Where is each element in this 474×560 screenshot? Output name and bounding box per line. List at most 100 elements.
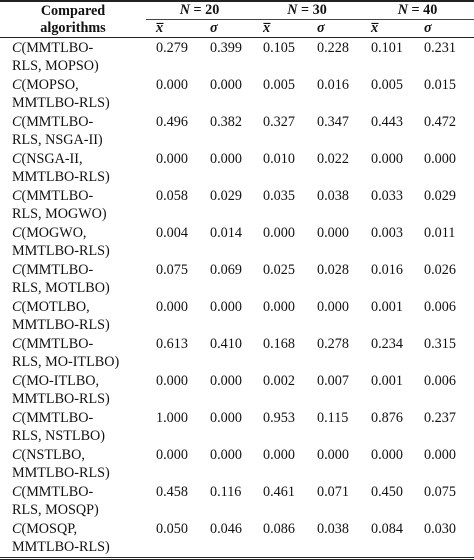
sigma-value-cell: 0.038 <box>307 519 361 560</box>
table-row: C(MMTLBO- RLS, MOSQP) 0.458 0.116 0.461 0.071… <box>0 482 474 519</box>
algorithm-pair-line2: RLS, MOPSO) <box>12 57 99 74</box>
sigma-value-cell: 0.000 <box>317 225 349 241</box>
algorithm-pair-cell: C(MMTLBO- RLS, MOGWO) <box>0 186 146 223</box>
table-row: C(MMTLBO- RLS, MOPSO) 0.279 0.399 0.105 0.228… <box>0 38 474 76</box>
mean-value-cell: 0.000 <box>263 299 295 315</box>
algorithm-pair-cell: C(MMTLBO- RLS, MOSQP) <box>0 482 146 519</box>
n-value: = 40 <box>407 2 438 18</box>
mean-value-cell: 0.000 <box>263 447 295 463</box>
coverage-metric-label: C <box>12 410 22 426</box>
table-row: C(MOPSO, MMTLBO-RLS) 0.000 0.000 0.005 0.016 0… <box>0 75 474 112</box>
algorithm-pair-cell: C(MMTLBO- RLS, MO-ITLBO) <box>0 334 146 371</box>
sigma-value-cell: 0.115 <box>317 410 349 426</box>
mean-value-cell: 0.000 <box>156 77 188 93</box>
sigma-value-cell: 0.000 <box>424 447 456 463</box>
table-row: C(MMTLBO- RLS, MO-ITLBO) 0.613 0.410 0.168 0.… <box>0 334 474 371</box>
mean-value-cell: 0.010 <box>263 151 295 167</box>
sigma-header: σ <box>414 19 474 38</box>
table-row: C(NSGA-II, MMTLBO-RLS) 0.000 0.000 0.010 0.02… <box>0 149 474 186</box>
group-header-n30: N = 30 <box>253 0 361 20</box>
coverage-metric-label: C <box>12 77 22 93</box>
algorithm-pair-cell: C(MOTLBO, MMTLBO-RLS) <box>0 297 146 334</box>
coverage-metric-label: C <box>12 299 22 315</box>
algorithm-pair-cell: C(MO-ITLBO, MMTLBO-RLS) <box>0 371 146 408</box>
n-variable: N <box>287 2 298 18</box>
mean-value-cell: 0.005 <box>263 77 295 93</box>
algorithm-pair-line2: MMTLBO-RLS) <box>12 168 110 185</box>
sigma-value-cell: 0.000 <box>210 77 242 93</box>
mean-value-cell: 0.086 <box>253 519 307 560</box>
algorithm-pair-cell: C(MMTLBO- RLS, NSTLBO) <box>0 408 146 445</box>
algorithm-pair-line2: MMTLBO-RLS) <box>12 390 110 407</box>
algorithm-pair-cell: C(MMTLBO- RLS, NSGA-II) <box>0 112 146 149</box>
sigma-value-cell: 0.038 <box>317 188 349 204</box>
sigma-value-cell: 0.278 <box>317 336 349 352</box>
mean-value-cell: 0.001 <box>371 373 403 389</box>
mean-value-cell: 0.168 <box>263 336 295 352</box>
table-row: C(MMTLBO- RLS, MOGWO) 0.058 0.029 0.035 0.038… <box>0 186 474 223</box>
sigma-value-cell: 0.000 <box>317 447 349 463</box>
mean-value-cell: 1.000 <box>156 410 188 426</box>
mean-value-cell: 0.002 <box>263 373 295 389</box>
table-row: C(MMTLBO- RLS, MOTLBO) 0.075 0.069 0.025 0.02… <box>0 260 474 297</box>
coverage-metric-label: C <box>12 447 22 463</box>
sigma-value-cell: 0.410 <box>210 336 242 352</box>
mean-value-cell: 0.000 <box>156 151 188 167</box>
algorithm-pair-cell: C(MMTLBO- RLS, MOPSO) <box>0 38 146 76</box>
algorithm-pair-line2: RLS, MO-ITLBO) <box>12 353 120 370</box>
mean-value-cell: 0.450 <box>371 484 403 500</box>
sigma-value-cell: 0.472 <box>424 114 456 130</box>
algorithm-pair-line2: RLS, MOGWO) <box>12 205 107 222</box>
algorithm-pair-line1: (MOGWO, <box>21 225 87 241</box>
mean-value-cell: 0.075 <box>156 262 188 278</box>
sigma-value-cell: 0.000 <box>210 151 242 167</box>
sigma-value-cell: 0.231 <box>424 40 456 56</box>
table-row: C(MOGWO, MMTLBO-RLS) 0.004 0.014 0.000 0.000 0… <box>0 223 474 260</box>
mean-value-cell: 0.000 <box>371 447 403 463</box>
algorithm-pair-line1: (MOTLBO, <box>21 299 90 315</box>
sigma-value-cell: 0.016 <box>317 77 349 93</box>
sigma-value-cell: 0.014 <box>210 225 242 241</box>
mean-value-cell: 0.050 <box>146 519 200 560</box>
mean-value-cell: 0.279 <box>156 40 188 56</box>
sigma-value-cell: 0.315 <box>424 336 456 352</box>
algorithm-pair-cell: C(NSTLBO, MMTLBO-RLS) <box>0 445 146 482</box>
sigma-value-cell: 0.006 <box>424 299 456 315</box>
mean-header: x̅ <box>253 19 307 38</box>
mean-value-cell: 0.000 <box>371 151 403 167</box>
table-header: Compared algorithms N = 20 N = 30 N = 40… <box>0 0 474 38</box>
algorithm-pair-line1: (MOSQP, <box>21 521 78 537</box>
sigma-value-cell: 0.006 <box>424 373 456 389</box>
algorithm-pair-line2: RLS, MOTLBO) <box>12 279 110 296</box>
table-row: C(MMTLBO- RLS, NSTLBO) 1.000 0.000 0.953 0.11… <box>0 408 474 445</box>
mean-value-cell: 0.876 <box>371 410 403 426</box>
mean-value-cell: 0.105 <box>263 40 295 56</box>
table-row: C(MO-ITLBO, MMTLBO-RLS) 0.000 0.000 0.002 0.0… <box>0 371 474 408</box>
sigma-value-cell: 0.000 <box>317 299 349 315</box>
sigma-value-cell: 0.007 <box>317 373 349 389</box>
sigma-header: σ <box>200 19 253 38</box>
coverage-metric-label: C <box>12 373 22 389</box>
coverage-metric-label: C <box>12 336 22 352</box>
mean-value-cell: 0.953 <box>263 410 295 426</box>
table-row: C(MMTLBO- RLS, NSGA-II) 0.496 0.382 0.327 0.3… <box>0 112 474 149</box>
table-row: C(NSTLBO, MMTLBO-RLS) 0.000 0.000 0.000 0.000… <box>0 445 474 482</box>
sigma-value-cell: 0.237 <box>424 410 456 426</box>
mean-header: x̅ <box>146 19 200 38</box>
sigma-value-cell: 0.000 <box>210 410 242 426</box>
coverage-metric-label: C <box>12 521 22 537</box>
table-body: C(MMTLBO- RLS, MOPSO) 0.279 0.399 0.105 0.228… <box>0 38 474 560</box>
mean-value-cell: 0.000 <box>263 225 295 241</box>
algorithm-pair-line2: RLS, NSGA-II) <box>12 131 103 148</box>
algorithm-pair-cell: C(MOGWO, MMTLBO-RLS) <box>0 223 146 260</box>
algorithm-pair-line1: (MMTLBO- <box>21 40 94 56</box>
sigma-value-cell: 0.071 <box>317 484 349 500</box>
mean-value-cell: 0.005 <box>371 77 403 93</box>
sigma-value-cell: 0.116 <box>210 484 242 500</box>
sigma-value-cell: 0.015 <box>424 77 456 93</box>
algorithm-pair-line2: MMTLBO-RLS) <box>12 94 110 111</box>
mean-value-cell: 0.101 <box>371 40 403 56</box>
mean-value-cell: 0.084 <box>361 519 414 560</box>
group-header-n20: N = 20 <box>146 0 253 20</box>
algorithm-pair-cell: C(MOSQP, MMTLBO-RLS) <box>0 519 146 560</box>
